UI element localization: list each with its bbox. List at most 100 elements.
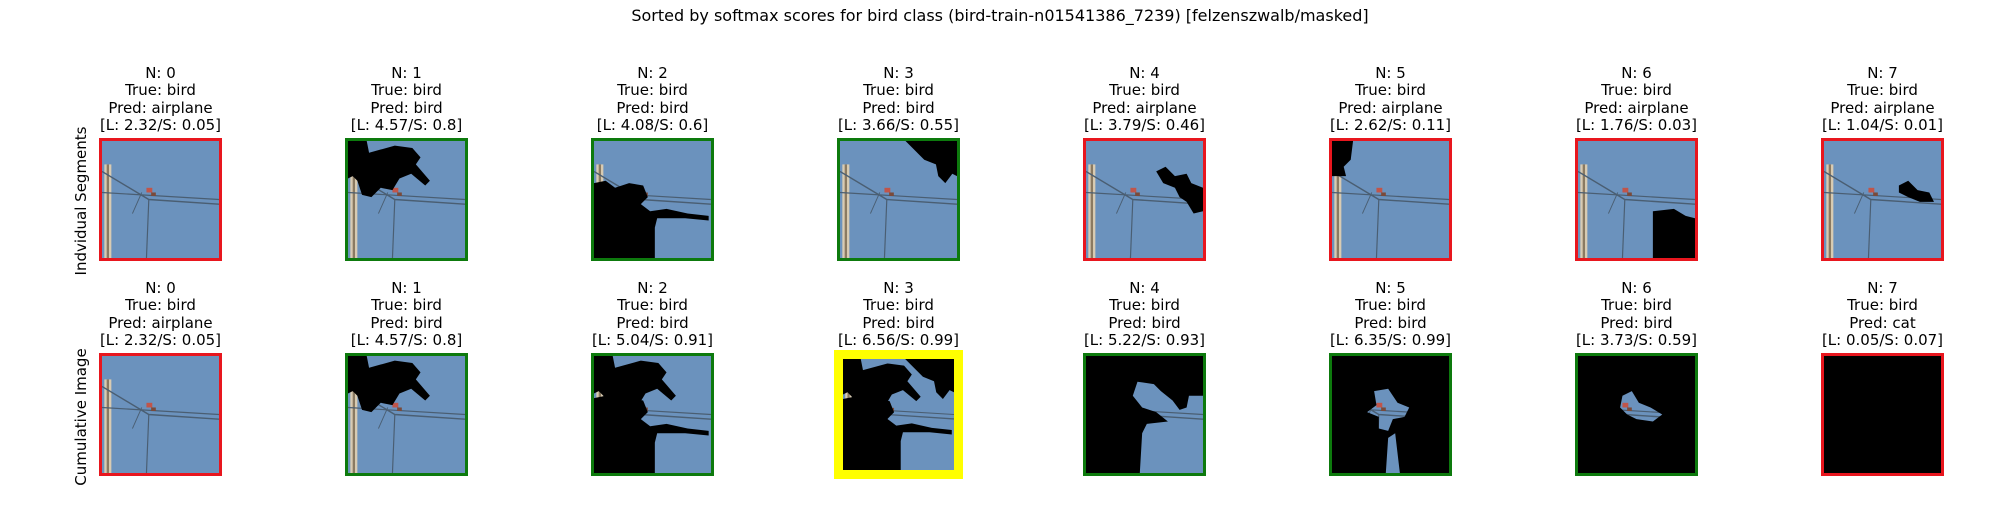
pole-shadow (1583, 164, 1585, 258)
cell-true-label: True: bird (779, 82, 1019, 99)
cell-scores: [L: 0.05/S: 0.07] (1763, 332, 2000, 349)
pole-shadow (1829, 164, 1831, 258)
segment-image (1575, 138, 1698, 261)
cell-pred-label: Pred: bird (287, 315, 527, 332)
bird (1622, 188, 1628, 193)
bird-body (1381, 192, 1386, 196)
segment-image (345, 138, 468, 261)
cell-scores: [L: 1.76/S: 0.03] (1517, 117, 1757, 134)
cell-pred-label: Pred: bird (779, 315, 1019, 332)
cell-pred-label: Pred: airplane (1025, 100, 1265, 117)
cell-true-label: True: bird (287, 82, 527, 99)
cell-pred-label: Pred: airplane (41, 100, 281, 117)
bird (1376, 188, 1382, 193)
bird (1130, 188, 1136, 193)
segment-image (1329, 138, 1452, 261)
bird-body (1627, 407, 1632, 411)
cumulative-image (834, 350, 963, 479)
cell-true-label: True: bird (1271, 82, 1511, 99)
cell-pred-label: Pred: bird (1271, 315, 1511, 332)
bird (1868, 188, 1874, 193)
cell-true-label: True: bird (1517, 82, 1757, 99)
cell-true-label: True: bird (533, 297, 773, 314)
cumulative-image (1329, 353, 1452, 476)
cell-pred-label: Pred: bird (1025, 315, 1265, 332)
cell-index: N: 5 (1271, 65, 1511, 82)
cell-pred-label: Pred: bird (533, 100, 773, 117)
segment-svg (1332, 141, 1449, 258)
cell-scores: [L: 3.66/S: 0.55] (779, 117, 1019, 134)
cell-index: N: 2 (533, 65, 773, 82)
cell-pred-label: Pred: cat (1763, 315, 2000, 332)
cell-true-label: True: bird (533, 82, 773, 99)
bird-body (397, 407, 402, 411)
segment-svg (348, 356, 465, 473)
bird-body (151, 407, 156, 411)
cell-index: N: 1 (287, 65, 527, 82)
cell-true-label: True: bird (1025, 82, 1265, 99)
segment-svg (1086, 356, 1203, 473)
cell-index: N: 5 (1271, 280, 1511, 297)
segment-image (837, 138, 960, 261)
segment-svg (1578, 356, 1695, 473)
cell-scores: [L: 4.57/S: 0.8] (287, 117, 527, 134)
segment-svg (1824, 356, 1941, 473)
cell-true-label: True: bird (41, 297, 281, 314)
pole-shadow (1337, 164, 1339, 258)
pole-shadow (107, 379, 109, 473)
cell-index: N: 2 (533, 280, 773, 297)
segment-svg (843, 359, 954, 470)
cell-pred-label: Pred: bird (287, 100, 527, 117)
cumulative-image (591, 353, 714, 476)
bird (146, 188, 152, 193)
cell-index: N: 3 (779, 280, 1019, 297)
sky-region (102, 141, 219, 258)
cell-index: N: 4 (1025, 65, 1265, 82)
cell-pred-label: Pred: bird (779, 100, 1019, 117)
segment-image (1083, 138, 1206, 261)
pole-shadow (353, 379, 355, 473)
cell-scores: [L: 6.35/S: 0.99] (1271, 332, 1511, 349)
cell-true-label: True: bird (1025, 297, 1265, 314)
segment-svg (1086, 141, 1203, 258)
cumulative-image (1083, 353, 1206, 476)
pole-shadow (1091, 164, 1093, 258)
bird-body (1135, 192, 1140, 196)
cell-index: N: 6 (1517, 280, 1757, 297)
cell-true-label: True: bird (287, 297, 527, 314)
bird-body (1381, 407, 1386, 411)
cell-scores: [L: 5.22/S: 0.93] (1025, 332, 1265, 349)
cell-index: N: 4 (1025, 280, 1265, 297)
cell-scores: [L: 5.04/S: 0.91] (533, 332, 773, 349)
cell-pred-label: Pred: bird (533, 315, 773, 332)
bird (1376, 403, 1382, 408)
cell-index: N: 7 (1763, 65, 2000, 82)
segment-svg (1332, 356, 1449, 473)
segment-svg (1578, 141, 1695, 258)
cell-true-label: True: bird (41, 82, 281, 99)
cell-scores: [L: 3.73/S: 0.59] (1517, 332, 1757, 349)
bird-body (151, 192, 156, 196)
cumulative-image (345, 353, 468, 476)
figure-title: Sorted by softmax scores for bird class … (0, 6, 2000, 25)
bird-body (397, 192, 402, 196)
segment-svg (840, 141, 957, 258)
cell-scores: [L: 2.62/S: 0.11] (1271, 117, 1511, 134)
cell-pred-label: Pred: bird (1517, 315, 1757, 332)
segment-svg (1824, 141, 1941, 258)
cell-scores: [L: 2.32/S: 0.05] (41, 332, 281, 349)
bird-body (1873, 192, 1878, 196)
bird (1622, 403, 1628, 408)
cell-scores: [L: 4.08/S: 0.6] (533, 117, 773, 134)
